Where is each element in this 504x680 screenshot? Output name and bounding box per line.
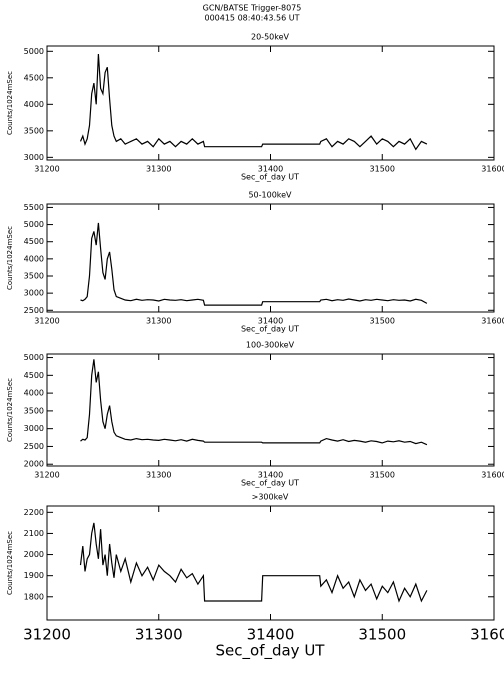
y-tick-label: 1800: [24, 592, 44, 601]
x-tick-label: 31500: [358, 626, 406, 644]
y-tick-label: 2500: [24, 442, 44, 451]
x-tick-label: 31400: [247, 626, 295, 644]
y-tick-label: 2000: [24, 460, 44, 469]
plot-frame: [46, 353, 495, 467]
data-line: [79, 53, 428, 151]
y-tick-label: 4000: [24, 389, 44, 398]
x-tick-label: 31300: [146, 471, 171, 480]
x-tick-label: 31300: [135, 626, 183, 644]
x-tick-label: 31600: [481, 471, 504, 480]
x-tick-label: 31200: [34, 317, 59, 326]
header-subtitle: 000415 08:40:43.56 UT: [204, 14, 299, 23]
x-tick-label: 31300: [146, 165, 171, 174]
x-tick-label: 31200: [34, 471, 59, 480]
x-axis-label: Sec_of_day UT: [241, 325, 299, 334]
y-axis-label: Counts/1024mSec: [6, 378, 14, 442]
x-axis-label: Sec_of_day UT: [241, 479, 299, 488]
data-line: [80, 359, 428, 446]
y-tick-label: 3500: [24, 126, 44, 135]
y-tick-label: 5000: [24, 220, 44, 229]
plot-frame: [46, 505, 495, 621]
panel-title: >300keV: [252, 493, 289, 502]
x-tick-label: 31600: [481, 165, 504, 174]
plot-frame: [46, 203, 495, 313]
y-axis-label: Counts/1024mSec: [6, 531, 14, 595]
x-axis-label: Sec_of_day UT: [216, 642, 326, 661]
data-line: [80, 222, 428, 306]
data-line: [79, 522, 428, 603]
x-tick-label: 31500: [370, 165, 395, 174]
y-tick-label: 5000: [24, 47, 44, 56]
y-tick-label: 4500: [24, 237, 44, 246]
x-tick-label: 31400: [258, 165, 283, 174]
x-axis-label: Sec_of_day UT: [241, 173, 299, 182]
x-tick-label: 31600: [470, 626, 504, 644]
y-axis-label: Counts/1024mSec: [6, 71, 14, 135]
panel-title: 100-300keV: [246, 341, 295, 350]
y-tick-label: 3500: [24, 272, 44, 281]
y-tick-label: 5500: [24, 203, 44, 212]
y-tick-label: 2100: [24, 529, 44, 538]
header-title: GCN/BATSE Trigger-8075: [203, 4, 302, 13]
x-tick-label: 31300: [146, 317, 171, 326]
plot-frame: [46, 45, 495, 161]
y-tick-label: 2000: [24, 550, 44, 559]
x-tick-label: 31400: [258, 317, 283, 326]
y-tick-label: 2200: [24, 508, 44, 517]
x-tick-label: 31400: [258, 471, 283, 480]
x-tick-label: 31500: [370, 471, 395, 480]
y-tick-label: 5000: [24, 353, 44, 362]
x-tick-label: 31200: [34, 165, 59, 174]
y-tick-label: 1900: [24, 571, 44, 580]
y-tick-label: 4000: [24, 254, 44, 263]
y-axis-label: Counts/1024mSec: [6, 226, 14, 290]
y-tick-label: 3000: [24, 153, 44, 162]
y-tick-label: 4000: [24, 100, 44, 109]
y-tick-label: 3000: [24, 289, 44, 298]
x-tick-label: 31200: [23, 626, 71, 644]
panel-title: 20-50keV: [251, 33, 290, 42]
y-tick-label: 2500: [24, 306, 44, 315]
panel-title: 50-100keV: [248, 191, 292, 200]
y-tick-label: 4500: [24, 371, 44, 380]
y-tick-label: 3500: [24, 406, 44, 415]
x-tick-label: 31600: [481, 317, 504, 326]
x-tick-label: 31500: [370, 317, 395, 326]
y-tick-label: 4500: [24, 73, 44, 82]
y-tick-label: 3000: [24, 424, 44, 433]
